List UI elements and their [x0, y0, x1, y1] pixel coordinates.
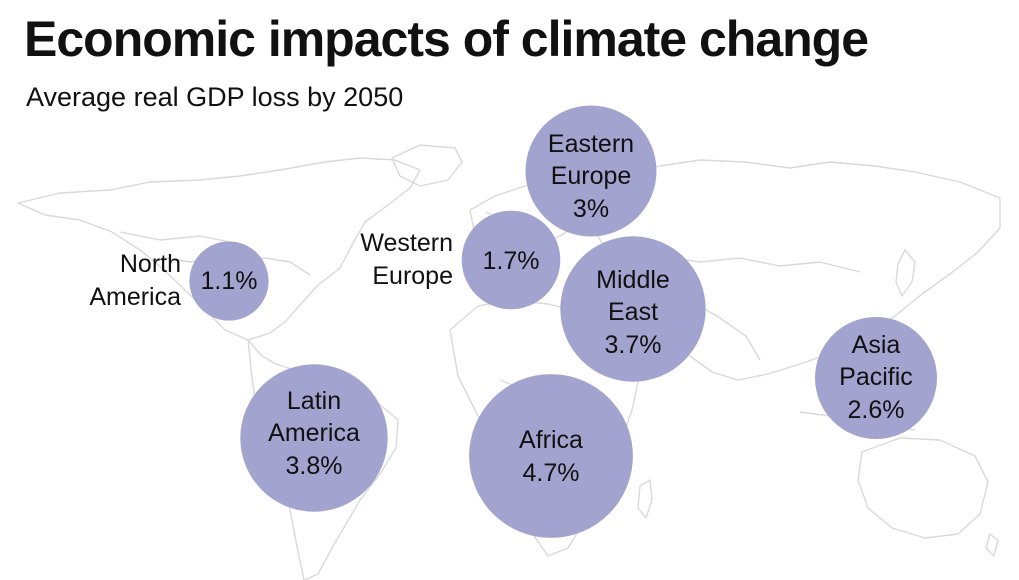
- latin-america-label-line1: Latin: [287, 387, 341, 415]
- north-america-label-line1: North: [120, 250, 181, 278]
- middle-east-label-line1: Middle: [596, 266, 670, 294]
- bubbles-layer: [189, 105, 937, 538]
- bubble-africa: [469, 374, 633, 538]
- asia-pacific-label-line2: Pacific: [839, 363, 913, 391]
- africa-label-line1: Africa: [519, 426, 583, 454]
- eastern-europe-label-line2: Europe: [551, 162, 632, 190]
- chart-title: Economic impacts of climate change: [24, 11, 869, 67]
- bubble-middle-east: [560, 236, 706, 382]
- eastern-europe-value-label: 3%: [573, 195, 609, 223]
- bubble-north-america: [189, 241, 269, 321]
- middle-east-value-label: 3.7%: [605, 331, 662, 359]
- latin-america-label-line2: America: [268, 419, 360, 447]
- africa-value-label: 4.7%: [523, 459, 580, 487]
- bubble-eastern-europe: [525, 105, 657, 237]
- eastern-europe-label-line1: Eastern: [548, 130, 634, 158]
- latin-america-value-label: 3.8%: [286, 452, 343, 480]
- north-america-value-label: 1.1%: [201, 267, 258, 295]
- asia-pacific-value-label: 2.6%: [848, 396, 905, 424]
- bubble-latin-america: [240, 364, 388, 512]
- bubble-western-europe: [461, 210, 561, 310]
- western-europe-label-line2: Europe: [372, 262, 453, 290]
- asia-pacific-label-line1: Asia: [852, 331, 901, 359]
- middle-east-label-line2: East: [608, 298, 658, 326]
- chart-subtitle: Average real GDP loss by 2050: [26, 82, 404, 112]
- north-america-label-line2: America: [89, 283, 181, 311]
- western-europe-label-line1: Western: [360, 229, 453, 257]
- bubble-asia-pacific: [815, 317, 937, 439]
- western-europe-value-label: 1.7%: [483, 247, 540, 275]
- labels-layer: North America 1.1% Western Europe 1.7% E…: [89, 130, 913, 487]
